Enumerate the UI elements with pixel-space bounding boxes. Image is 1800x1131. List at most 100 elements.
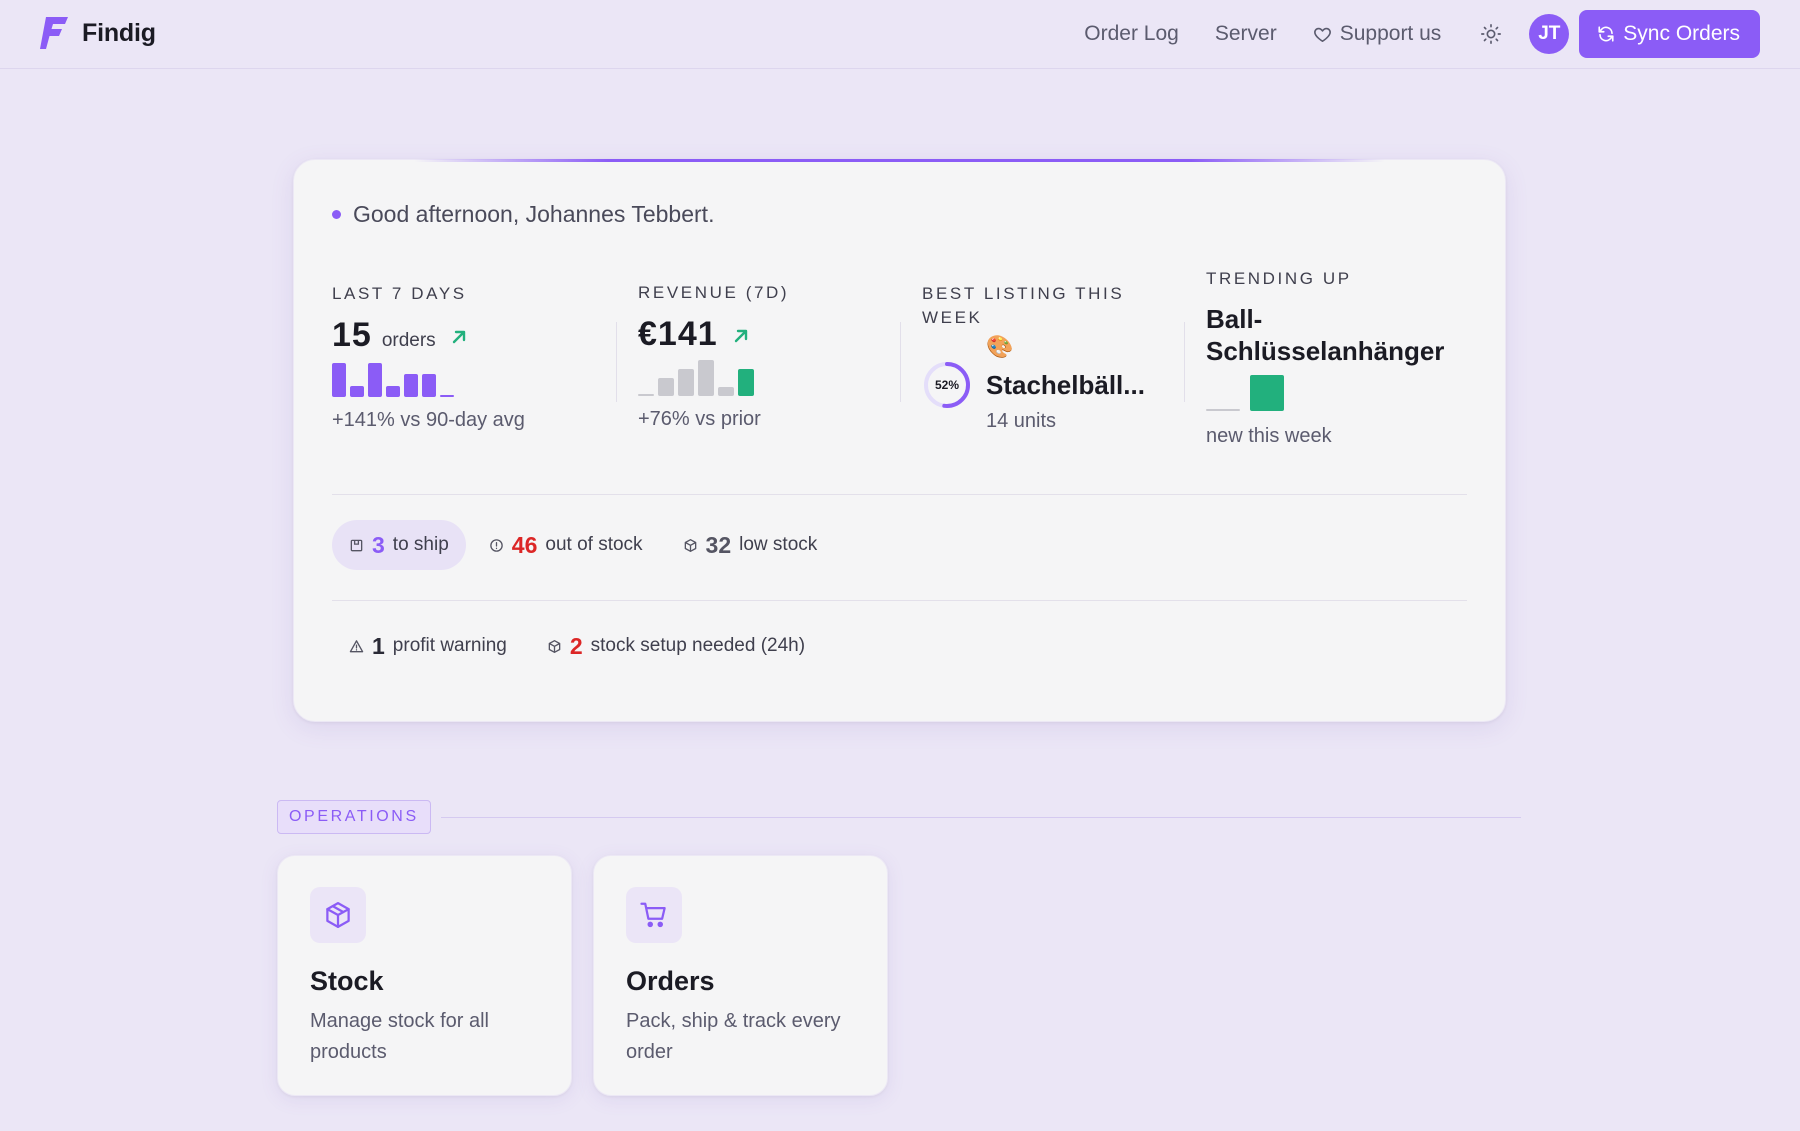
divider [332,600,1467,601]
stock-card[interactable]: Stock Manage stock for all products [277,855,572,1096]
chip-low-stock[interactable]: 32 low stock [666,520,835,570]
kpi-trending-up[interactable]: TRENDING UP Ball-Schlüsselanhänger new t… [1206,267,1476,448]
chip-stock-setup-label: stock setup needed (24h) [590,635,806,656]
chip-stock-setup[interactable]: 2 stock setup needed (24h) [530,621,822,671]
heart-icon [1313,27,1331,42]
kpi-orders-value-row: 15 orders [332,316,525,355]
summary-card: Good afternoon, Johannes Tebbert. LAST 7… [293,159,1506,722]
brand[interactable]: Findig [40,15,156,51]
top-bar: Findig Order Log Server Support us JT Sy… [0,0,1800,69]
kpi-divider [900,322,901,402]
findig-logo [40,17,68,49]
spark-bar [718,387,734,396]
kpi-orders-unit: orders [381,330,436,351]
brand-name: Findig [82,18,156,47]
chip-out-of-stock-count: 46 [511,531,538,558]
status-chips: 3 to ship 46 out of stock 32 low stock [332,520,840,570]
kpi-best-listing-label: BEST LISTING THIS WEEK [922,284,1125,327]
stock-icon-tile [310,887,366,943]
divider [332,494,1467,495]
sync-orders-label: Sync Orders [1623,22,1740,45]
trending-sub: new this week [1206,425,1332,447]
cube-icon [326,902,350,928]
box-icon [684,538,696,552]
trend-up-arrow-icon [452,330,465,344]
theme-toggle-button[interactable] [1477,20,1505,48]
spark-bar [638,394,654,396]
orders-card-description: Pack, ship & track every order [626,1010,841,1063]
kpi-revenue[interactable]: REVENUE (7D) €141 +76% vs prior [638,281,789,431]
operations-section-tag: OPERATIONS [277,800,431,834]
kpi-trending-label: TRENDING UP [1206,269,1352,288]
share-ring-chart [924,362,970,408]
chip-profit-warning-count: 1 [372,632,385,659]
orders-card[interactable]: Orders Pack, ship & track every order [593,855,888,1096]
kpi-revenue-value: €141 [638,315,718,353]
sync-orders-button[interactable]: Sync Orders [1579,10,1760,58]
stock-card-description: Manage stock for all products [310,1010,489,1063]
box-icon [548,639,561,653]
spark-bar [678,369,694,396]
spark-bar [658,378,674,396]
orders-icon-tile [626,887,682,943]
kpi-revenue-delta: +76% vs prior [638,408,761,430]
kpi-divider [1184,322,1185,402]
spark-bar [1206,409,1240,411]
stock-card-title: Stock [310,966,384,996]
chip-stock-setup-count: 2 [569,632,583,659]
chip-out-of-stock-label: out of stock [545,534,643,555]
greeting: Good afternoon, Johannes Tebbert. [332,201,714,228]
nav-server[interactable]: Server [1214,22,1277,45]
chip-profit-warning[interactable]: 1 profit warning [332,621,524,671]
kpi-orders[interactable]: LAST 7 DAYS 15 orders +141% vs 90-day av… [332,282,525,432]
chip-low-stock-count: 32 [705,531,732,558]
user-avatar[interactable]: JT [1529,14,1570,54]
kpi-orders-value: 15 [332,316,372,354]
orders-sparkbars [332,361,525,397]
chip-to-ship-label: to ship [392,534,449,555]
sun-icon [1481,24,1502,44]
top-nav: Order Log Server Support us JT Sync Orde… [1084,9,1760,59]
spark-bar [332,363,346,397]
spark-bar [738,369,754,396]
spark-bar [1250,375,1284,411]
nav-order-log[interactable]: Order Log [1084,22,1179,45]
spark-bar [350,386,364,397]
greeting-text: Good afternoon, Johannes Tebbert. [353,201,715,227]
listing-emoji: 🎨 [986,334,1014,359]
trending-sparkbars [1206,375,1476,411]
kpi-divider [616,322,617,402]
trend-up-arrow-icon [734,329,747,343]
package-icon [350,539,363,551]
spark-bar [404,374,418,397]
spark-bar [368,363,382,397]
best-listing-units: 14 units [986,410,1057,432]
revenue-sparkbars [638,360,789,396]
trending-product-name: Ball-Schlüsselanhänger [1206,304,1445,366]
alert-circle-icon [490,538,503,552]
warning-triangle-icon [349,639,364,652]
chip-low-stock-label: low stock [739,534,818,555]
best-listing-name: Stachelbäll... [986,369,1145,400]
section-divider [441,817,1521,818]
warnings-row: 1 profit warning 2 stock setup needed (2… [332,626,828,666]
chip-to-ship-count: 3 [372,531,385,558]
best-listing-row: 52% Stachelbäll... [922,360,1152,410]
nav-support-us[interactable]: Support us [1313,22,1442,46]
nav-support-label: Support us [1339,22,1442,45]
spark-bar [386,386,400,397]
orders-card-title: Orders [626,966,715,996]
chip-out-of-stock[interactable]: 46 out of stock [472,520,660,570]
chip-profit-warning-label: profit warning [392,635,507,656]
share-ring: 52% [922,360,972,410]
spark-bar [698,360,714,396]
kpi-orders-delta: +141% vs 90-day avg [332,409,525,431]
kpi-best-listing[interactable]: BEST LISTING THIS WEEK 🎨 52% Stachelbäll… [922,282,1152,433]
cart-icon [640,902,666,928]
kpi-orders-label: LAST 7 DAYS [332,284,467,303]
spark-bar [440,395,454,397]
chip-to-ship[interactable]: 3 to ship [332,520,466,570]
spark-bar [422,374,436,397]
kpi-revenue-value-row: €141 [638,315,789,354]
status-dot [332,210,341,219]
